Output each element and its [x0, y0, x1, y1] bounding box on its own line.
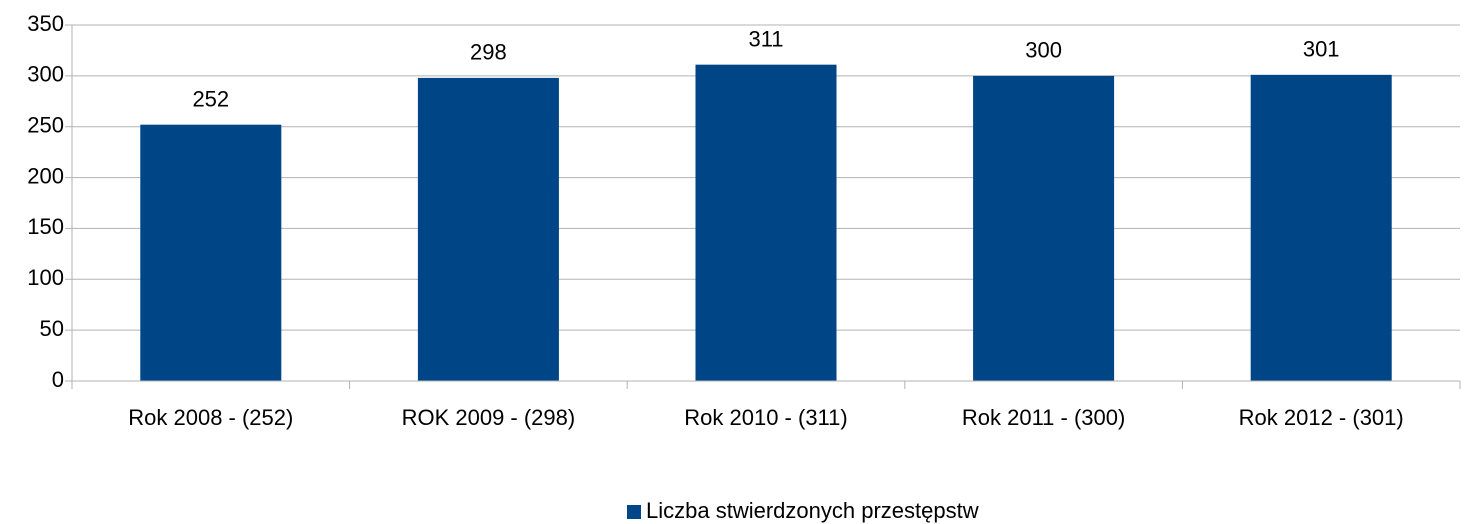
- bar: [695, 64, 837, 381]
- data-label: 311: [748, 26, 783, 51]
- y-tick-label: 350: [27, 11, 64, 36]
- data-label: 252: [192, 86, 229, 111]
- data-label: 298: [470, 40, 507, 65]
- y-tick-label: 50: [40, 316, 64, 341]
- bar: [140, 124, 282, 382]
- x-tick-label: ROK 2009 - (298): [402, 405, 576, 430]
- x-tick-label: Rok 2010 - (311): [684, 405, 847, 430]
- y-tick-label: 0: [52, 367, 64, 392]
- bar: [973, 75, 1115, 381]
- x-tick-label: Rok 2012 - (301): [1239, 405, 1404, 430]
- y-tick-label: 250: [27, 113, 64, 138]
- y-tick-label: 200: [27, 163, 64, 188]
- bar: [417, 77, 559, 382]
- y-tick-label: 150: [27, 214, 64, 239]
- x-tick-label: Rok 2008 - (252): [128, 405, 293, 430]
- data-label: 301: [1303, 37, 1340, 62]
- legend-swatch: [627, 505, 641, 519]
- x-tick-label: Rok 2011 - (300): [962, 405, 1125, 430]
- bar: [1250, 74, 1392, 381]
- data-label: 300: [1025, 38, 1062, 63]
- legend-label: Liczba stwierdzonych przestępstw: [646, 498, 979, 523]
- y-tick-label: 300: [27, 62, 64, 87]
- y-tick-label: 100: [27, 265, 64, 290]
